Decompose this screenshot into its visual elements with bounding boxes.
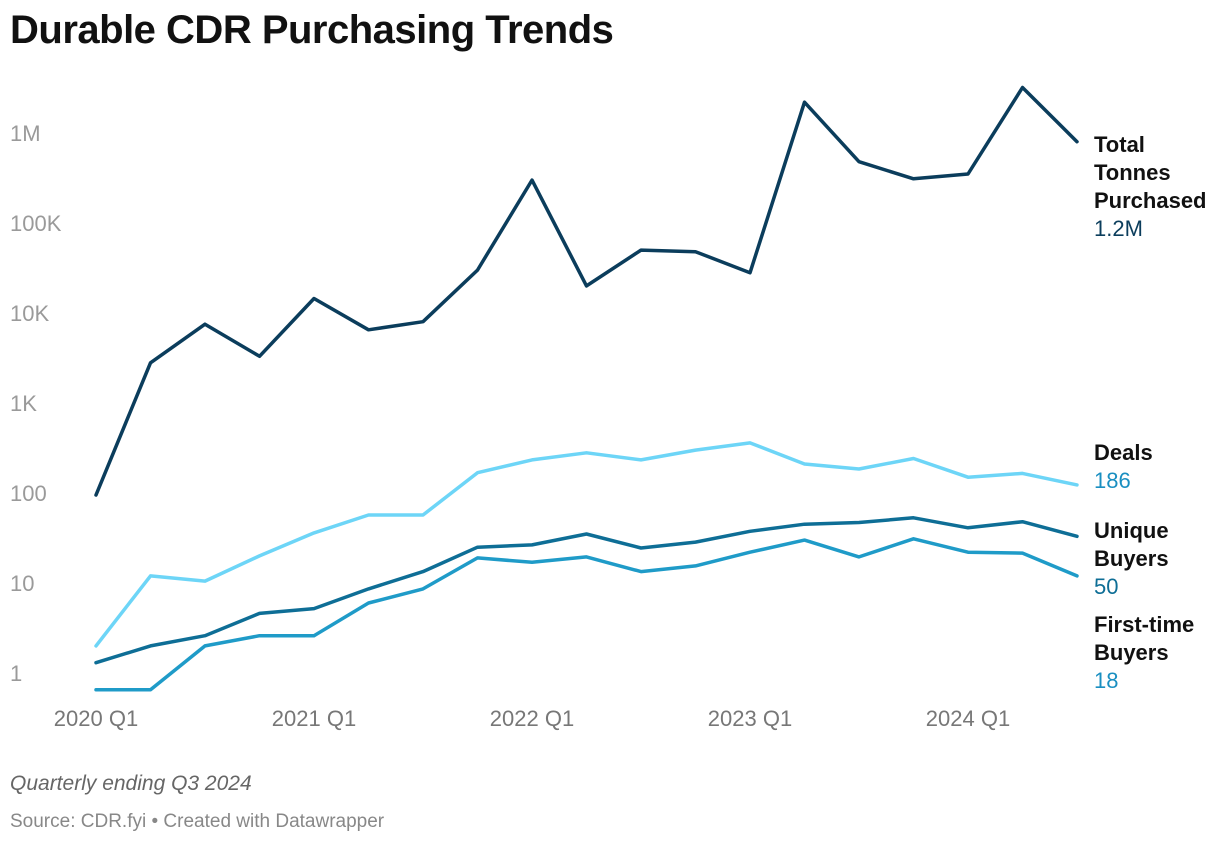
chart-source: Source: CDR.fyi • Created with Datawrapp… — [10, 811, 385, 832]
chart-note: Quarterly ending Q3 2024 — [10, 772, 252, 795]
x-tick-label: 2022 Q1 — [490, 706, 574, 731]
series-name-label: Deals — [1094, 440, 1153, 465]
y-tick-label: 10 — [10, 571, 34, 596]
series-name-label: Purchased — [1094, 188, 1207, 213]
y-tick-label: 100K — [10, 211, 62, 236]
series-name-label: Unique — [1094, 518, 1169, 543]
x-tick-label: 2021 Q1 — [272, 706, 356, 731]
series-name-label: First-time — [1094, 612, 1194, 637]
series-name-label: Total — [1094, 132, 1145, 157]
series-value-label: 186 — [1094, 468, 1131, 493]
y-tick-label: 1 — [10, 661, 22, 686]
x-axis-ticks: 2020 Q1 2021 Q1 2022 Q1 2023 Q1 2024 Q1 — [54, 706, 1010, 731]
series-labels: Total Tonnes Purchased 1.2M Deals 186 Unique Bu… — [1094, 132, 1207, 693]
series-line-unique-buyers — [94, 516, 1079, 665]
x-tick-label: 2020 Q1 — [54, 706, 138, 731]
y-axis-ticks: 1 10 100 1K 10K 100K 1M — [10, 121, 62, 686]
series-value-label: 50 — [1094, 574, 1118, 599]
series-name-label: Buyers — [1094, 546, 1169, 571]
series-lines — [94, 85, 1079, 692]
series-value-label: 1.2M — [1094, 216, 1143, 241]
series-line-total-tonnes-purchased — [94, 85, 1079, 497]
y-tick-label: 10K — [10, 301, 49, 326]
chart-title: Durable CDR Purchasing Trends — [10, 8, 614, 52]
x-tick-label: 2024 Q1 — [926, 706, 1010, 731]
series-name-label: Tonnes — [1094, 160, 1171, 185]
series-line-deals — [94, 441, 1079, 648]
x-tick-label: 2023 Q1 — [708, 706, 792, 731]
y-tick-label: 1K — [10, 391, 37, 416]
y-tick-label: 100 — [10, 481, 47, 506]
series-value-label: 18 — [1094, 668, 1118, 693]
series-name-label: Buyers — [1094, 640, 1169, 665]
y-tick-label: 1M — [10, 121, 41, 146]
series-line-first-time-buyers — [94, 537, 1079, 692]
